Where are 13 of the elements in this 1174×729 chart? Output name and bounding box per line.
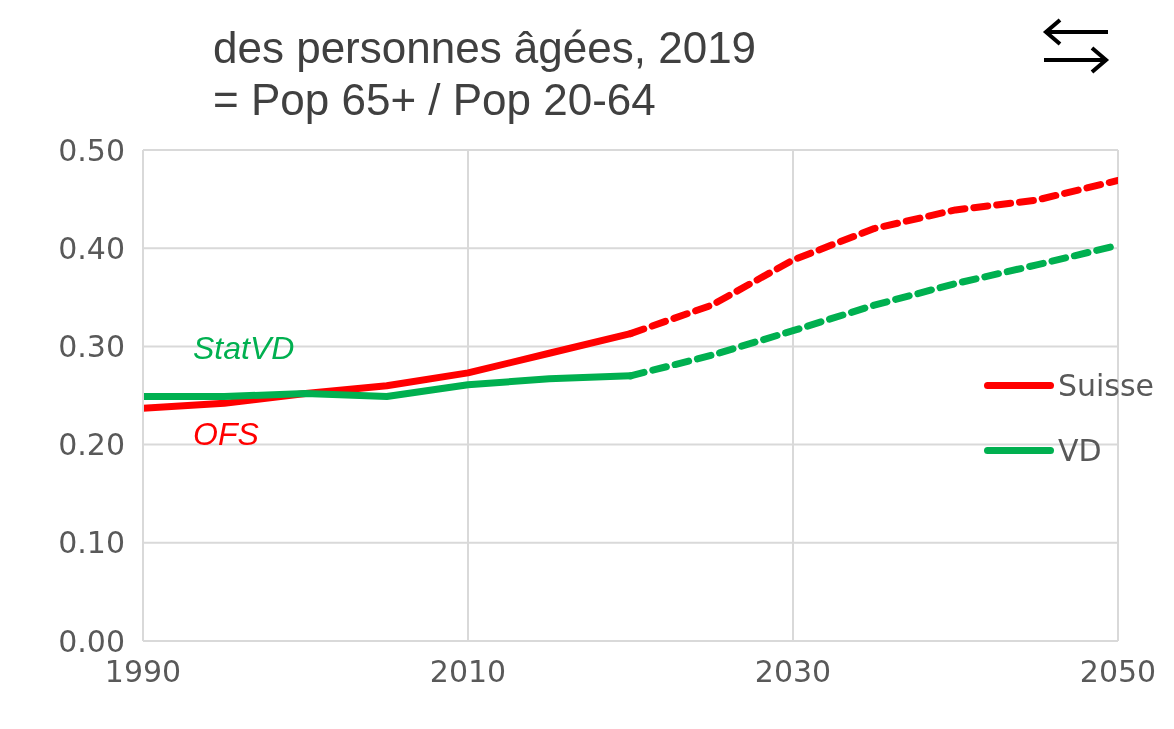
legend-label: VD xyxy=(1057,433,1102,468)
y-tick-label: 0.10 xyxy=(58,525,125,561)
x-tick-label: 2050 xyxy=(1079,654,1157,690)
y-tick-label: 0.30 xyxy=(58,329,125,365)
legend-label: Suisse xyxy=(1057,368,1154,403)
x-tick-label: 2010 xyxy=(429,654,507,690)
y-tick-label: 0.40 xyxy=(58,230,125,266)
annotation: StatVD xyxy=(193,330,295,367)
annotation: OFS xyxy=(193,416,259,453)
y-tick-label: 0.20 xyxy=(58,427,125,463)
chart-title: des personnes âgées, 2019 = Pop 65+ / Pop 20-64 xyxy=(213,22,757,126)
x-tick-label: 2030 xyxy=(754,654,832,690)
y-tick-label: 0.50 xyxy=(58,132,125,168)
